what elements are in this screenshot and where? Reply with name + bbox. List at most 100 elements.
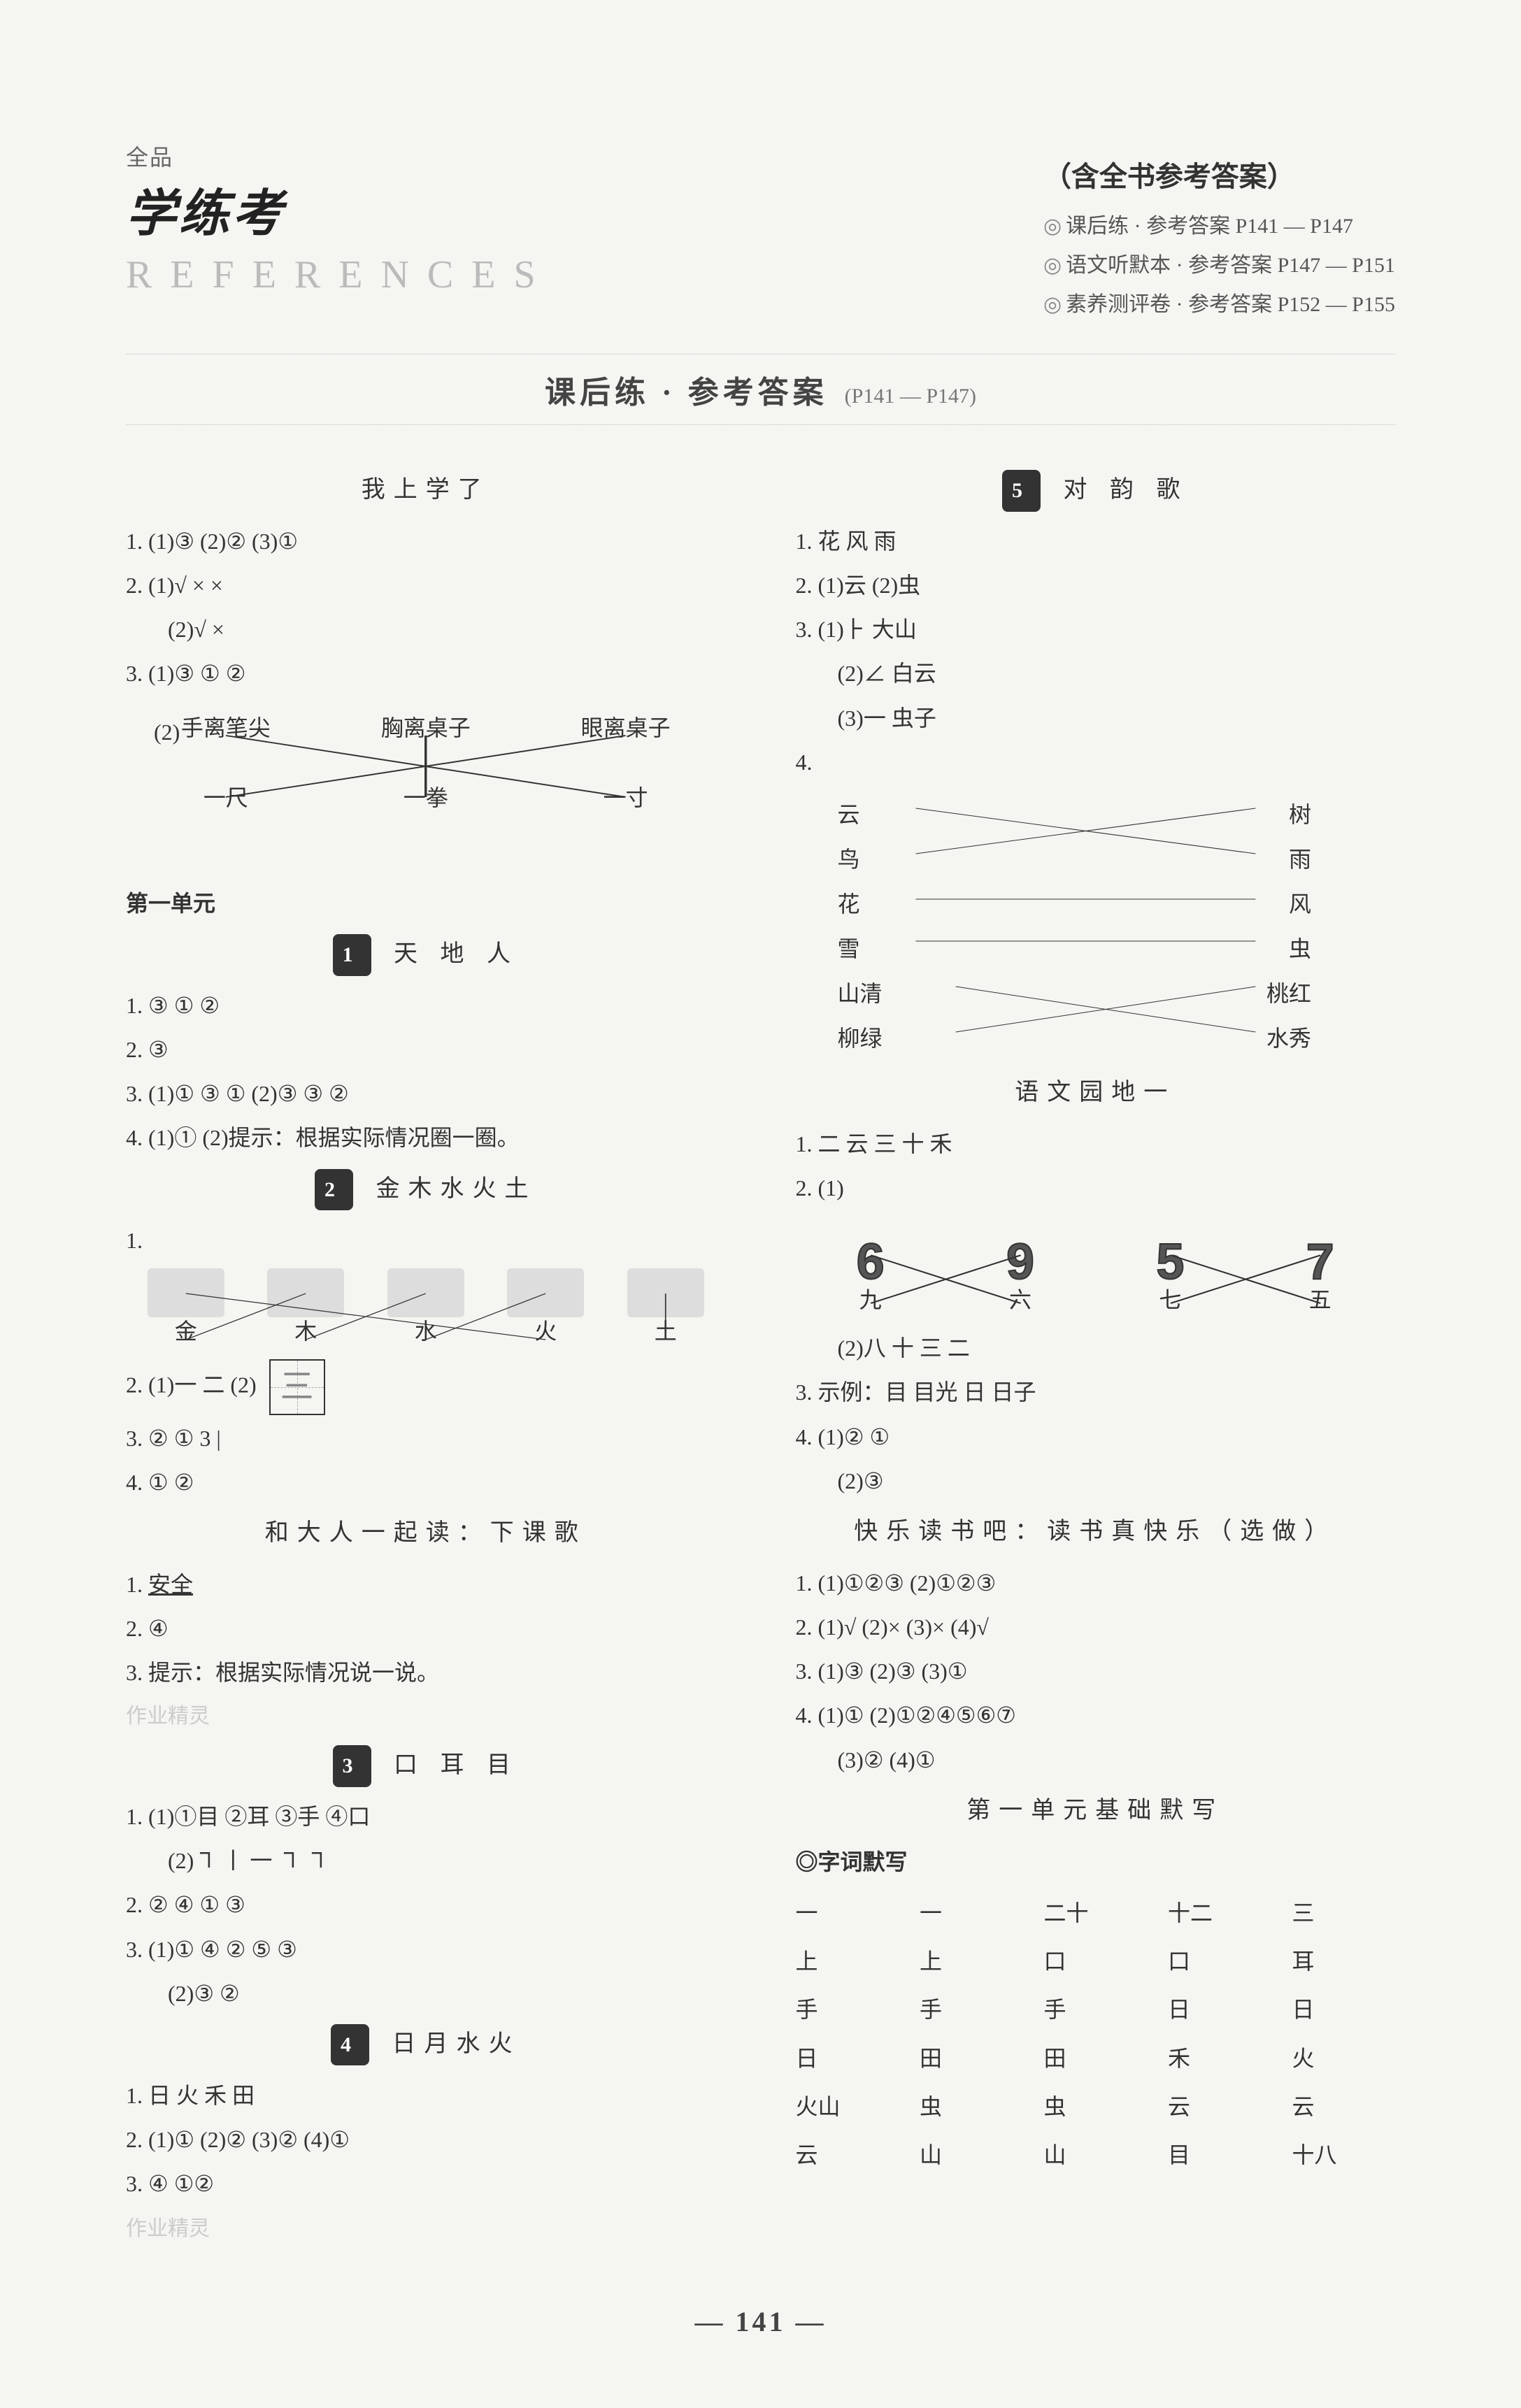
c6r2: 风 — [1289, 884, 1311, 925]
cg22: 手 — [1044, 1989, 1148, 2030]
bnb3: 五 — [1309, 1280, 1331, 1321]
u5-4: (3)一 虫子 — [796, 698, 1396, 739]
u1-2: 3. (1)① ③ ① (2)③ ③ ② — [126, 1073, 726, 1115]
h2: 3. (1)③ (2)③ (3)① — [796, 1651, 1396, 1692]
cg04: 三 — [1292, 1893, 1396, 1934]
u2-heading: 2 金木水火土 — [126, 1168, 726, 1212]
cg02: 二十 — [1044, 1893, 1148, 1934]
cg10: 上 — [796, 1941, 899, 1982]
toc-area: （含全书参考答案） ◎课后练 · 参考答案 P141 — P147 ◎语文听默本… — [1043, 154, 1395, 326]
u1-3: 4. (1)① (2)提示：根据实际情况圈一圈。 — [126, 1117, 726, 1159]
main-title: 课后练 · 参考答案 — [545, 375, 828, 410]
cg03: 十二 — [1168, 1893, 1271, 1934]
brand-small: 全品 — [126, 140, 554, 172]
u2-l2: 4. ① ② — [126, 1462, 726, 1503]
c6l2: 花 — [838, 884, 860, 925]
img-plant — [267, 1268, 344, 1317]
c6r1: 雨 — [1289, 839, 1311, 880]
cg14: 耳 — [1292, 1941, 1396, 1982]
base-title: 第一单元基础默写 — [796, 1789, 1396, 1833]
u5-3: (2)∠ 白云 — [796, 653, 1396, 694]
l-sec0-0: 1. (1)③ (2)② (3)① — [126, 521, 726, 562]
u4-1: 2. (1)① (2)② (3)② (4)① — [126, 2119, 726, 2160]
base-sub: ◎字词默写 — [796, 1842, 1396, 1883]
cg20: 手 — [796, 1989, 899, 2030]
cross6: 云 鸟 花 雪 山清 柳绿 树 雨 风 虫 桃红 水秀 — [796, 794, 1396, 1060]
u3-0: 1. (1)①目 ②耳 ③手 ④口 — [126, 1796, 726, 1837]
u5-2: 3. (1)⺊ 大山 — [796, 609, 1396, 650]
cg23: 日 — [1168, 1989, 1271, 2030]
cg54: 十八 — [1292, 2135, 1396, 2176]
yw4-0: 4. (1)② ① — [796, 1417, 1396, 1458]
u3-1: (2)㇕ 丨 一 ㇕ ㇕ — [126, 1840, 726, 1882]
u5-badge: 5 — [1002, 470, 1041, 512]
h3: 4. (1)① (2)①②④⑤⑥⑦ — [796, 1695, 1396, 1736]
u5-1: 2. (1)云 (2)虫 — [796, 565, 1396, 606]
cg33: 禾 — [1168, 2038, 1271, 2079]
bnb2: 七 — [1159, 1280, 1181, 1321]
l-sec0-1: 2. (1)√ × × — [126, 565, 726, 606]
cg32: 田 — [1044, 2038, 1148, 2079]
read-title: 和大人一起读：下课歌 — [126, 1512, 726, 1556]
yw2-bot: 九 六 七 五 — [796, 1280, 1396, 1321]
toc-pages-1: P147 — P151 — [1278, 254, 1395, 277]
toc-line-0: ◎课后练 · 参考答案 P141 — P147 — [1043, 208, 1395, 239]
c6l3: 雪 — [838, 929, 860, 970]
u3-2: 2. ② ④ ① ③ — [126, 1884, 726, 1926]
img-stick — [387, 1268, 464, 1317]
cg41: 虫 — [920, 2086, 1023, 2128]
bnb0: 九 — [859, 1280, 882, 1321]
u1-1: 2. ③ — [126, 1029, 726, 1070]
right-column: 5 对 韵 歌 1. 花 风 雨 2. (1)云 (2)虫 3. (1)⺊ 大山… — [796, 460, 1396, 2249]
u2b0: 金 — [175, 1311, 197, 1352]
cross1-bot: 一尺 一拳 一寸 — [126, 777, 726, 819]
u5-title: 对 韵 歌 — [1064, 477, 1189, 503]
h0: 1. (1)①②③ (2)①②③ — [796, 1563, 1396, 1604]
cg24: 日 — [1292, 1989, 1396, 2030]
u3-3: 3. (1)① ④ ② ⑤ ③ — [126, 1929, 726, 1970]
yw4-1: (2)③ — [796, 1461, 1396, 1502]
c1b0: 一尺 — [203, 777, 248, 819]
c6l4: 山清 — [838, 973, 883, 1015]
page-header: 全品 学练考 REFERENCES （含全书参考答案） ◎课后练 · 参考答案 … — [126, 140, 1395, 326]
left-column: 我上学了 1. (1)③ (2)② (3)① 2. (1)√ × × (2)√ … — [126, 460, 726, 2249]
u5-0: 1. 花 风 雨 — [796, 521, 1396, 562]
stroke-char: 三 — [280, 1368, 314, 1405]
u2b4: 土 — [655, 1311, 677, 1352]
cg21: 手 — [920, 1989, 1023, 2030]
cg43: 云 — [1168, 2086, 1271, 2128]
toc-label-0: 课后练 · 参考答案 — [1066, 215, 1230, 238]
toc-pages-2: P152 — P155 — [1278, 293, 1395, 316]
main-title-row: 课后练 · 参考答案 (P141 — P147) — [126, 354, 1395, 425]
cg34: 火 — [1292, 2038, 1396, 2079]
stroke-box: 三 — [269, 1359, 325, 1415]
logo-area: 全品 学练考 REFERENCES — [126, 140, 554, 297]
cg31: 田 — [920, 2038, 1023, 2079]
cg11: 上 — [920, 1941, 1023, 1982]
c6l0: 云 — [838, 794, 860, 836]
cg53: 目 — [1168, 2135, 1271, 2176]
cg51: 山 — [920, 2135, 1023, 2176]
char-grid: 一一二十十二三 上上口口耳 手手手日日 日田田禾火 火山虫虫云云 云山山目十八 — [796, 1893, 1396, 2176]
u2-badge: 2 — [315, 1169, 353, 1211]
u4-heading: 4 日月水火 — [126, 2023, 726, 2067]
c6r4: 桃红 — [1266, 973, 1311, 1015]
cg42: 虫 — [1044, 2086, 1148, 2128]
cg30: 日 — [796, 2038, 899, 2079]
page-number: — 141 — — [126, 2305, 1395, 2338]
u1-0: 1. ③ ① ② — [126, 985, 726, 1026]
cg12: 口 — [1044, 1941, 1148, 1982]
img-soil — [627, 1268, 704, 1317]
content-columns: 我上学了 1. (1)③ (2)② (3)① 2. (1)√ × × (2)√ … — [126, 460, 1395, 2249]
unit1-title: 第一单元 — [126, 883, 726, 924]
toc-label-2: 素养测评卷 · 参考答案 — [1066, 293, 1272, 316]
u5-heading: 5 对 韵 歌 — [796, 468, 1396, 513]
u1-badge: 1 — [333, 934, 371, 976]
u2-title: 金木水火土 — [376, 1176, 537, 1202]
u3-heading: 3 口 耳 目 — [126, 1744, 726, 1788]
cg50: 云 — [796, 2135, 899, 2176]
c6r5: 水秀 — [1266, 1018, 1311, 1059]
yw2-intro: 2. (1) — [796, 1168, 1396, 1209]
u3-title: 口 耳 目 — [394, 1752, 519, 1778]
brand-main: 学练考 — [126, 172, 554, 245]
